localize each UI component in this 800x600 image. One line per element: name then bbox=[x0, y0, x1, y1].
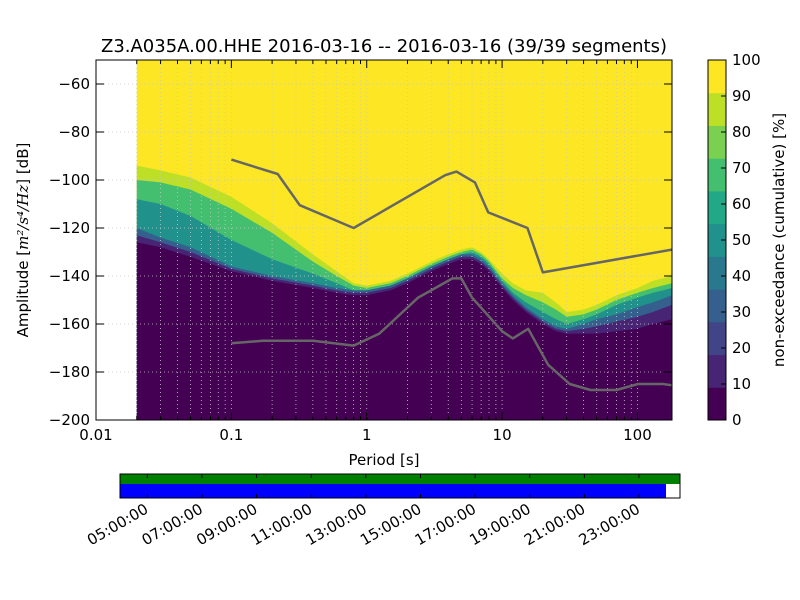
x-axis-label: Period [s] bbox=[348, 451, 419, 469]
colorbar: 0 10 20 30 40 50 60 70 80 90 100 non-exceedance (c… bbox=[707, 51, 788, 429]
colorbar-segment bbox=[708, 387, 726, 421]
x-tick-label: 100 bbox=[623, 426, 652, 444]
colorbar-tick-label: 60 bbox=[732, 195, 751, 213]
timeline-tick-label: 07:00:00 bbox=[139, 500, 206, 549]
colorbar-segment bbox=[708, 92, 726, 126]
x-tick-label: 1 bbox=[362, 426, 372, 444]
timeline-tick-label: 17:00:00 bbox=[412, 500, 479, 549]
availability-bar bbox=[120, 474, 680, 484]
x-tick-label: 10 bbox=[493, 426, 512, 444]
timeline-tick-label: 23:00:00 bbox=[576, 500, 643, 549]
colorbar-tick-label: 70 bbox=[732, 159, 751, 177]
colorbar-segment bbox=[708, 158, 726, 192]
y-tick-label: −160 bbox=[49, 315, 90, 333]
plot-frame bbox=[95, 59, 673, 421]
colorbar-tick-label: 40 bbox=[732, 267, 751, 285]
timeline-frame bbox=[119, 473, 681, 499]
y-tick-label: −180 bbox=[49, 363, 90, 381]
timeline: 05:00:0007:00:0009:00:0011:00:0013:00:00… bbox=[84, 473, 681, 549]
timeline-tick-label: 21:00:00 bbox=[521, 500, 588, 549]
colorbar-tick-label: 0 bbox=[732, 411, 742, 429]
x-tick-label: 0.1 bbox=[219, 426, 243, 444]
timeline-tick-label: 05:00:00 bbox=[84, 500, 151, 549]
high-noise-model-line bbox=[230, 158, 672, 274]
colorbar-segment bbox=[708, 354, 726, 388]
timeline-tick-label: 15:00:00 bbox=[357, 500, 424, 549]
y-tick-label: −140 bbox=[49, 267, 90, 285]
grid bbox=[96, 60, 672, 421]
timeline-tick-label: 13:00:00 bbox=[303, 500, 370, 549]
colorbar-segments bbox=[708, 60, 726, 421]
colorbar-tick-label: 100 bbox=[732, 51, 761, 69]
colorbar-tick-label: 30 bbox=[732, 303, 751, 321]
colorbar-tick-label: 20 bbox=[732, 339, 751, 357]
y-axis-label-suffix: ] [dB] bbox=[14, 143, 32, 185]
noise-models bbox=[230, 158, 672, 392]
timeline-tick-label: 09:00:00 bbox=[193, 500, 260, 549]
colorbar-segment bbox=[708, 125, 726, 159]
y-axis-label: Amplitude [m²/s⁴/Hz] [dB] bbox=[14, 143, 32, 338]
colorbar-segment bbox=[708, 256, 726, 290]
colorbar-segment bbox=[708, 321, 726, 356]
colorbar-segment bbox=[708, 223, 726, 257]
colorbar-segment bbox=[708, 289, 726, 323]
timeline-tick-label: 11:00:00 bbox=[248, 500, 315, 549]
plot-area: 0.01 0.1 1 10 100 −60 −80 −100 −120 −140 −160 −180… bbox=[49, 59, 673, 444]
y-tick-label: −80 bbox=[58, 123, 90, 141]
colorbar-tick-label: 50 bbox=[732, 231, 751, 249]
y-axis-label-prefix: Amplitude [ bbox=[14, 250, 32, 338]
y-axis-label-units: m²/s⁴/Hz bbox=[14, 185, 32, 250]
heatmap bbox=[136, 60, 672, 420]
y-tick-label: −200 bbox=[49, 411, 90, 429]
colorbar-tick-label: 80 bbox=[732, 123, 751, 141]
colorbar-tick-label: 10 bbox=[732, 375, 751, 393]
y-tick-label: −60 bbox=[58, 75, 90, 93]
y-tick-label: −120 bbox=[49, 219, 90, 237]
y-tick-label: −100 bbox=[49, 171, 90, 189]
colorbar-segment bbox=[708, 60, 726, 94]
timeline-tick-label: 19:00:00 bbox=[466, 500, 533, 549]
low-noise-model-line bbox=[231, 277, 672, 392]
colorbar-label: non-exceedance (cumulative) [%] bbox=[770, 113, 788, 367]
x-axis: 0.01 0.1 1 10 100 bbox=[79, 60, 652, 444]
colorbar-ticks: 0 10 20 30 40 50 60 70 80 90 100 bbox=[721, 51, 761, 429]
colorbar-segment bbox=[708, 190, 726, 225]
chart-title: Z3.A035A.00.HHE 2016-03-16 -- 2016-03-16… bbox=[101, 36, 667, 57]
y-axis: −60 −80 −100 −120 −140 −160 −180 −200 bbox=[49, 75, 672, 429]
x-tick-label: 0.01 bbox=[79, 426, 112, 444]
band-0 bbox=[136, 242, 672, 420]
colorbar-tick-label: 90 bbox=[732, 87, 751, 105]
